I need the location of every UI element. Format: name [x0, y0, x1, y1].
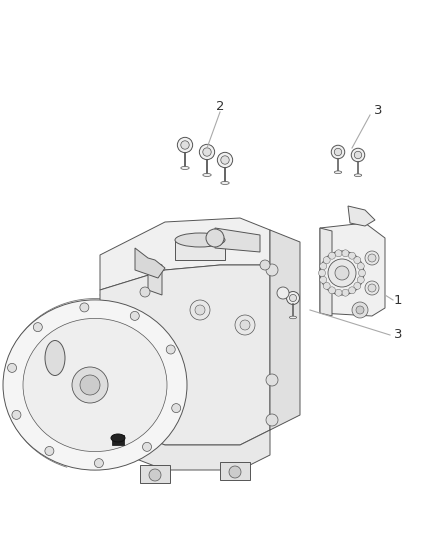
Circle shape [328, 287, 336, 294]
Polygon shape [100, 265, 270, 445]
Circle shape [266, 264, 278, 276]
Circle shape [235, 315, 255, 335]
Circle shape [335, 250, 342, 257]
Circle shape [352, 302, 368, 318]
Circle shape [12, 410, 21, 419]
Circle shape [95, 458, 103, 467]
Circle shape [354, 151, 362, 159]
Circle shape [351, 148, 365, 161]
Polygon shape [55, 340, 80, 380]
Ellipse shape [225, 237, 255, 247]
Circle shape [240, 320, 250, 330]
Circle shape [80, 303, 89, 312]
Circle shape [7, 364, 17, 373]
Ellipse shape [221, 181, 229, 184]
Text: 3: 3 [394, 328, 402, 342]
Circle shape [290, 294, 297, 302]
Circle shape [335, 266, 349, 280]
Text: 1: 1 [394, 294, 402, 306]
Circle shape [320, 276, 327, 284]
Polygon shape [148, 260, 162, 295]
Circle shape [33, 322, 42, 332]
Circle shape [354, 257, 361, 264]
Ellipse shape [354, 174, 362, 176]
Circle shape [320, 251, 364, 295]
Text: 2: 2 [216, 100, 224, 112]
Circle shape [320, 263, 327, 270]
Polygon shape [215, 228, 260, 252]
Polygon shape [112, 435, 124, 445]
Text: 3: 3 [374, 103, 382, 117]
Circle shape [80, 375, 100, 395]
Circle shape [177, 138, 193, 152]
Ellipse shape [3, 300, 187, 470]
Polygon shape [220, 462, 250, 480]
Circle shape [357, 276, 364, 284]
Circle shape [277, 287, 289, 299]
Circle shape [260, 260, 270, 270]
Circle shape [166, 345, 175, 354]
Polygon shape [100, 218, 270, 290]
Circle shape [172, 403, 181, 413]
Circle shape [334, 148, 342, 156]
Circle shape [323, 282, 330, 289]
Circle shape [142, 442, 152, 451]
Circle shape [357, 263, 364, 270]
Circle shape [328, 252, 336, 259]
Circle shape [349, 252, 356, 259]
Circle shape [217, 152, 233, 168]
Circle shape [286, 292, 300, 304]
Circle shape [190, 300, 210, 320]
Circle shape [318, 270, 325, 277]
Circle shape [195, 305, 205, 315]
Circle shape [342, 289, 349, 296]
Circle shape [365, 251, 379, 265]
Polygon shape [320, 223, 385, 316]
Ellipse shape [290, 316, 297, 319]
Ellipse shape [45, 341, 65, 376]
Ellipse shape [206, 229, 224, 247]
Polygon shape [175, 240, 225, 260]
Circle shape [365, 281, 379, 295]
Circle shape [335, 289, 342, 296]
Circle shape [354, 282, 361, 289]
Circle shape [140, 287, 150, 297]
Circle shape [181, 141, 189, 149]
Circle shape [45, 447, 54, 456]
Circle shape [356, 306, 364, 314]
Ellipse shape [23, 318, 167, 451]
Polygon shape [100, 420, 270, 470]
Ellipse shape [175, 233, 225, 247]
Ellipse shape [181, 166, 189, 169]
Circle shape [266, 374, 278, 386]
Polygon shape [270, 230, 300, 430]
Circle shape [72, 367, 108, 403]
Circle shape [229, 466, 241, 478]
Polygon shape [348, 206, 375, 226]
Circle shape [342, 250, 349, 257]
Ellipse shape [111, 434, 125, 442]
Ellipse shape [334, 171, 342, 174]
Circle shape [358, 270, 365, 277]
Circle shape [349, 287, 356, 294]
Polygon shape [140, 465, 170, 483]
Ellipse shape [203, 173, 211, 176]
Polygon shape [135, 248, 165, 278]
Circle shape [331, 146, 345, 159]
Circle shape [203, 148, 211, 156]
Polygon shape [320, 228, 332, 316]
Circle shape [199, 144, 215, 160]
Circle shape [328, 259, 356, 287]
Circle shape [368, 284, 376, 292]
Circle shape [130, 311, 139, 320]
Circle shape [323, 257, 330, 264]
Circle shape [221, 156, 229, 164]
Circle shape [266, 414, 278, 426]
Circle shape [149, 469, 161, 481]
Circle shape [368, 254, 376, 262]
